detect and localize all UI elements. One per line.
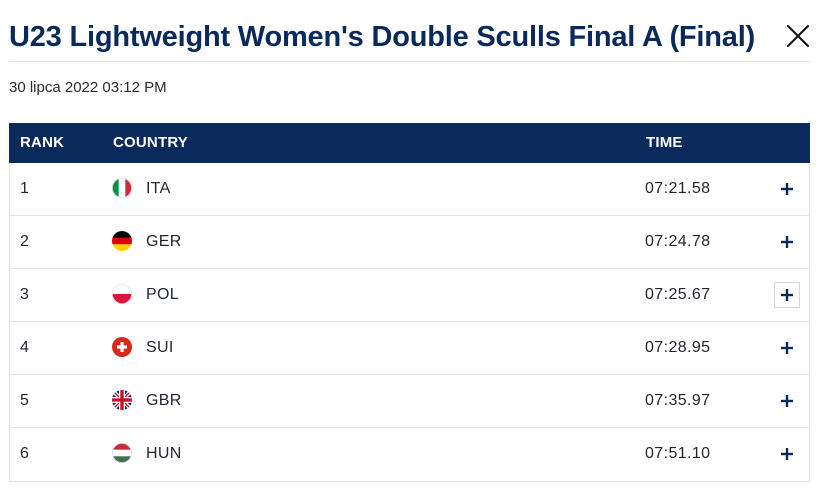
time-cell: 07:51.10 xyxy=(645,445,711,462)
rank-cell: 1 xyxy=(20,180,29,197)
poland-flag-icon xyxy=(112,284,132,304)
table-row: 3 POL 07:25.67 xyxy=(9,269,810,322)
plus-icon xyxy=(780,182,794,196)
germany-flag-icon xyxy=(112,231,132,251)
column-header-country: COUNTRY xyxy=(113,134,189,151)
great-britain-flag-icon xyxy=(112,390,132,410)
table-row: 5 GBR xyxy=(9,375,810,428)
modal-title: U23 Lightweight Women's Double Sculls Fi… xyxy=(9,21,756,53)
plus-icon xyxy=(780,341,794,355)
country-code: HUN xyxy=(146,445,182,462)
time-cell: 07:24.78 xyxy=(645,233,711,250)
country-code: POL xyxy=(146,286,179,303)
country-code: GER xyxy=(146,233,182,250)
rank-cell: 6 xyxy=(20,445,29,462)
switzerland-flag-icon xyxy=(112,337,132,357)
time-cell: 07:28.95 xyxy=(645,339,711,356)
rank-cell: 2 xyxy=(20,233,29,250)
expand-row-button[interactable] xyxy=(774,388,800,414)
plus-icon xyxy=(780,288,794,302)
expand-row-button[interactable] xyxy=(774,282,800,308)
expand-row-button[interactable] xyxy=(774,176,800,202)
plus-icon xyxy=(780,447,794,461)
expand-row-button[interactable] xyxy=(774,441,800,467)
column-header-time: TIME xyxy=(646,134,683,151)
close-icon xyxy=(784,22,812,50)
time-cell: 07:35.97 xyxy=(645,392,711,409)
table-row: 6 HUN 07:51.10 xyxy=(9,428,810,482)
country-code: ITA xyxy=(146,180,171,197)
rank-cell: 3 xyxy=(20,286,29,303)
plus-icon xyxy=(780,235,794,249)
rank-cell: 5 xyxy=(20,392,29,409)
column-header-rank: RANK xyxy=(20,134,65,151)
results-table: RANK COUNTRY TIME 1 ITA 07:21.58 xyxy=(9,123,810,482)
rank-cell: 4 xyxy=(20,339,29,356)
expand-row-button[interactable] xyxy=(774,229,800,255)
time-cell: 07:25.67 xyxy=(645,286,711,303)
country-code: GBR xyxy=(146,392,182,409)
expand-row-button[interactable] xyxy=(774,335,800,361)
plus-icon xyxy=(780,394,794,408)
table-row: 4 SUI 07:28.95 xyxy=(9,322,810,375)
race-datetime: 30 lipca 2022 03:12 PM xyxy=(9,79,167,96)
title-divider xyxy=(9,61,810,62)
country-code: SUI xyxy=(146,339,174,356)
close-button[interactable] xyxy=(784,22,812,50)
time-cell: 07:21.58 xyxy=(645,180,711,197)
italy-flag-icon xyxy=(112,178,132,198)
hungary-flag-icon xyxy=(112,443,132,463)
table-row: 2 GER 07:24.78 xyxy=(9,216,810,269)
table-row: 1 ITA 07:21.58 xyxy=(9,163,810,216)
table-header: RANK COUNTRY TIME xyxy=(9,123,810,163)
